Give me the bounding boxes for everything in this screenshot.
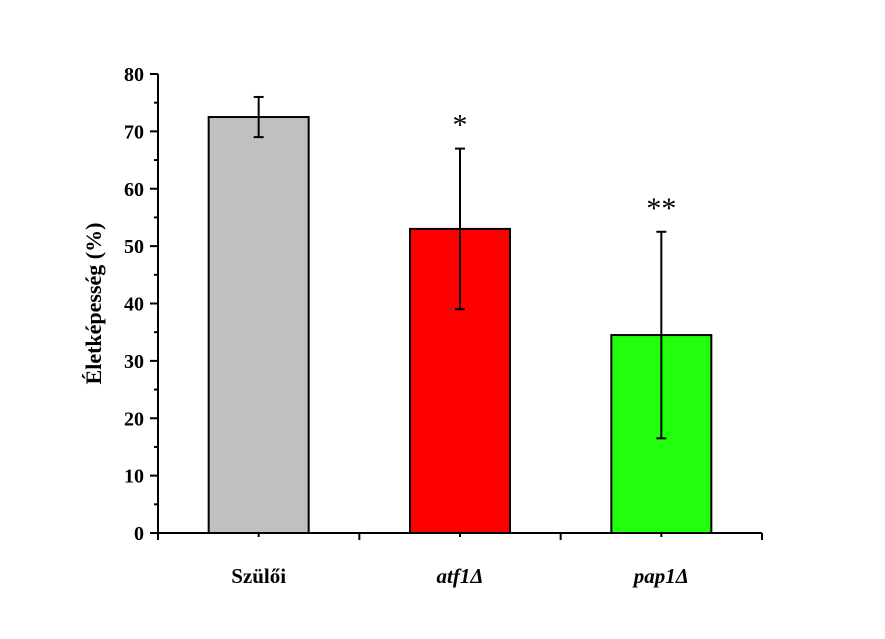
y-tick-label: 60	[124, 179, 144, 201]
y-tick-label: 0	[134, 523, 144, 545]
category-label-3: pap1Δ	[632, 564, 689, 588]
significance-mark-3: **	[646, 192, 676, 225]
labels-group: Szülői atf1Δ * pap1Δ **	[231, 109, 689, 588]
y-axis-title: Életképesség (%)	[81, 223, 106, 385]
bar-1	[207, 116, 310, 534]
y-tick-label: 10	[124, 466, 144, 488]
y-tick-label: 80	[124, 64, 144, 86]
error-bars-group	[253, 95, 667, 440]
y-tick-label: 70	[124, 121, 144, 143]
axes-group: 0 10 20 30 40 50 60 70 80	[124, 64, 763, 545]
significance-mark-2: *	[453, 109, 468, 142]
category-label-1: Szülői	[231, 564, 286, 588]
category-label-2: atf1Δ	[437, 564, 484, 588]
y-tick-label: 40	[124, 294, 144, 316]
y-tick-label: 50	[124, 236, 144, 258]
y-tick-label: 20	[124, 408, 144, 430]
y-tick-label: 30	[124, 351, 144, 373]
